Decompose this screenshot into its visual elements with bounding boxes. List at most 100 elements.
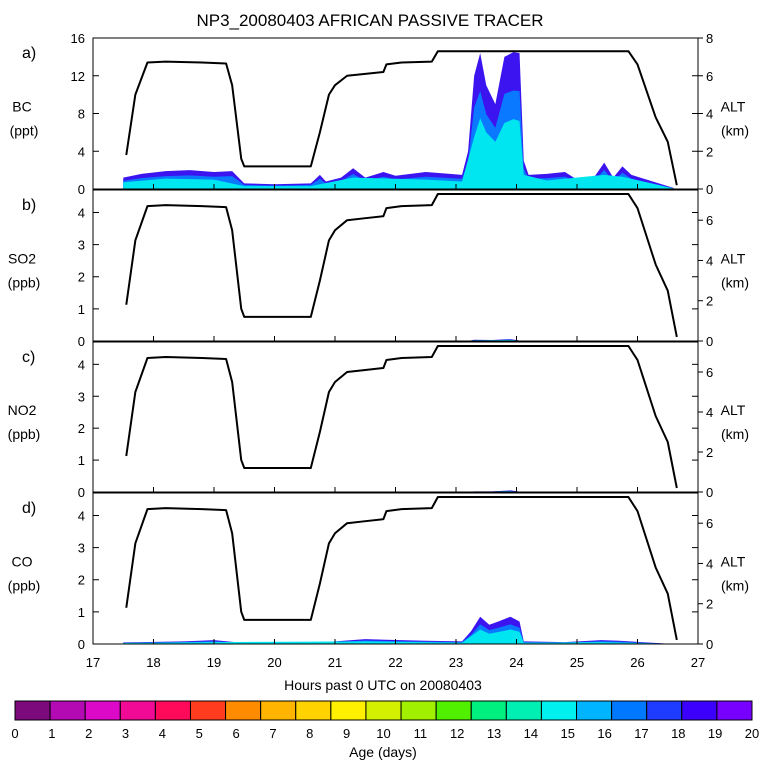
colorbar-swatch bbox=[470, 700, 507, 721]
y2-axis-unit: (km) bbox=[721, 426, 749, 442]
x-axis-label: Hours past 0 UTC on 20080403 bbox=[284, 677, 482, 693]
panel-1: 0 4 8 12 16 0 2 4 6 8 a) BC (ppt) ALT (km) bbox=[10, 31, 749, 197]
y2-tick-label: 4 bbox=[706, 405, 713, 420]
y2-tick-label: 0 bbox=[706, 334, 713, 349]
colorbar-swatch bbox=[576, 700, 613, 721]
panel-2: 0 1 2 3 4 0 2 4 6 b) SO2 (ppb) ALT (km) bbox=[8, 189, 749, 349]
y-axis-unit: (ppb) bbox=[8, 275, 41, 291]
y2-tick-label: 0 bbox=[706, 485, 713, 500]
y-tick-label: 1 bbox=[78, 605, 85, 620]
colorbar-swatch bbox=[611, 700, 648, 721]
y-tick-label: 4 bbox=[78, 508, 85, 523]
y-tick-label: 16 bbox=[71, 31, 85, 46]
y2-axis-unit: (km) bbox=[721, 123, 749, 139]
altitude-line bbox=[125, 193, 678, 338]
altitude-line bbox=[125, 50, 678, 186]
y2-axis-label: ALT bbox=[721, 251, 746, 267]
colorbar-swatch bbox=[716, 700, 753, 721]
panel-label: c) bbox=[22, 349, 35, 366]
colorbar-swatch bbox=[646, 700, 683, 721]
colorbar-tick-label: 6 bbox=[232, 726, 239, 741]
colorbar-swatch bbox=[84, 700, 121, 721]
colorbar-tick-label: 5 bbox=[196, 726, 203, 741]
colorbar-swatch bbox=[295, 700, 332, 721]
y2-tick-label: 4 bbox=[706, 107, 713, 122]
colorbar-tick-label: 9 bbox=[343, 726, 350, 741]
panel-3: 0 1 2 3 4 0 2 4 6 c) NO2 (ppb) ALT (km) bbox=[8, 341, 749, 500]
x-tick-label: 21 bbox=[328, 655, 342, 670]
y-axis-label: BC bbox=[12, 99, 31, 115]
colorbar-tick-label: 2 bbox=[85, 726, 92, 741]
x-axis: 17 18 19 20 21 22 23 24 25 26 27 bbox=[86, 655, 705, 670]
y-axis-label: SO2 bbox=[8, 251, 36, 267]
colorbar-swatch bbox=[154, 700, 191, 721]
y-tick-label: 3 bbox=[78, 389, 85, 404]
colorbar-swatch bbox=[505, 700, 542, 721]
y-tick-label: 2 bbox=[78, 573, 85, 588]
y-tick-label: 3 bbox=[78, 541, 85, 556]
altitude-line bbox=[125, 496, 678, 641]
y2-tick-label: 4 bbox=[706, 253, 713, 268]
y2-axis-label: ALT bbox=[721, 554, 746, 570]
y-tick-label: 2 bbox=[78, 270, 85, 285]
y-axis-unit: (ppb) bbox=[8, 426, 41, 442]
panel-frame bbox=[92, 492, 699, 645]
y-tick-label: 3 bbox=[78, 238, 85, 253]
colorbar-tick-label: 11 bbox=[414, 726, 428, 741]
x-tick-label: 23 bbox=[449, 655, 463, 670]
y2-tick-label: 2 bbox=[706, 294, 713, 309]
colorbar-swatch bbox=[119, 700, 156, 721]
colorbar-tick-label: 17 bbox=[634, 726, 648, 741]
colorbar-swatch bbox=[400, 700, 437, 721]
y-tick-label: 2 bbox=[78, 421, 85, 436]
tracer-area-young bbox=[123, 118, 674, 189]
y2-tick-label: 2 bbox=[706, 597, 713, 612]
y2-tick-label: 8 bbox=[706, 31, 713, 46]
colorbar-tick-label: 8 bbox=[306, 726, 313, 741]
y-tick-label: 0 bbox=[78, 334, 85, 349]
colorbar-swatch bbox=[435, 700, 472, 721]
colorbar-swatch bbox=[365, 700, 402, 721]
y2-tick-label: 6 bbox=[706, 516, 713, 531]
colorbar-tick-label: 10 bbox=[376, 726, 390, 741]
x-tick-label: 25 bbox=[570, 655, 584, 670]
y-tick-label: 1 bbox=[78, 453, 85, 468]
y-axis-unit: (ppb) bbox=[8, 578, 41, 594]
tracer-area-young bbox=[123, 629, 674, 644]
y2-tick-label: 0 bbox=[706, 182, 713, 197]
x-tick-label: 27 bbox=[691, 655, 705, 670]
panel-label: d) bbox=[22, 500, 36, 517]
panel-4: 0 1 2 3 4 0 2 4 6 d) CO (ppb) ALT (km) bbox=[8, 492, 749, 652]
colorbar-swatch bbox=[225, 700, 262, 721]
x-tick-label: 26 bbox=[630, 655, 644, 670]
x-tick-label: 22 bbox=[388, 655, 402, 670]
y-tick-label: 12 bbox=[71, 69, 85, 84]
y2-tick-label: 2 bbox=[706, 445, 713, 460]
panel-frame bbox=[92, 37, 699, 190]
y2-tick-label: 6 bbox=[706, 69, 713, 84]
colorbar-swatch bbox=[49, 700, 86, 721]
colorbar-swatch bbox=[330, 700, 367, 721]
colorbar-tick-label: 0 bbox=[11, 726, 18, 741]
panels: 048121602468a)BC(ppt)ALT(km)012340246b)S… bbox=[8, 31, 749, 652]
chart-title: NP3_20080403 AFRICAN PASSIVE TRACER bbox=[196, 11, 543, 30]
y2-tick-label: 6 bbox=[706, 213, 713, 228]
colorbar-tick-label: 15 bbox=[561, 726, 575, 741]
tracer-area-mid bbox=[123, 624, 674, 644]
colorbar-tick-label: 7 bbox=[269, 726, 276, 741]
colorbar-swatch bbox=[681, 700, 718, 721]
y2-axis-unit: (km) bbox=[721, 578, 749, 594]
colorbar-tick-label: 18 bbox=[671, 726, 685, 741]
panel-label: b) bbox=[22, 197, 36, 214]
colorbar-tick-label: 20 bbox=[745, 726, 759, 741]
panel-frame bbox=[92, 189, 699, 342]
colorbar-tick-label: 1 bbox=[48, 726, 55, 741]
x-tick-label: 19 bbox=[207, 655, 221, 670]
y-axis-unit: (ppt) bbox=[10, 123, 39, 139]
panel-label: a) bbox=[22, 45, 36, 62]
y-axis-label: NO2 bbox=[8, 402, 37, 418]
colorbar-tick-label: 16 bbox=[597, 726, 611, 741]
colorbar-swatch bbox=[189, 700, 227, 721]
tracer-area-total bbox=[123, 616, 674, 644]
y2-axis-label: ALT bbox=[721, 402, 746, 418]
